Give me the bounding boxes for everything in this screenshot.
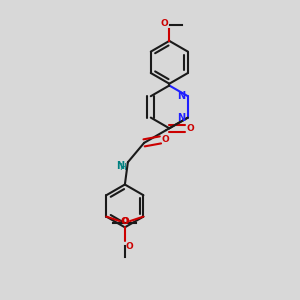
Text: O: O <box>125 242 133 251</box>
Text: O: O <box>160 19 168 28</box>
Text: N: N <box>116 161 124 171</box>
Text: O: O <box>162 134 170 143</box>
Text: N: N <box>177 91 185 100</box>
Text: N: N <box>177 113 185 123</box>
Text: O: O <box>121 217 129 226</box>
Text: O: O <box>121 217 129 226</box>
Text: H: H <box>120 163 126 172</box>
Text: O: O <box>187 124 194 133</box>
